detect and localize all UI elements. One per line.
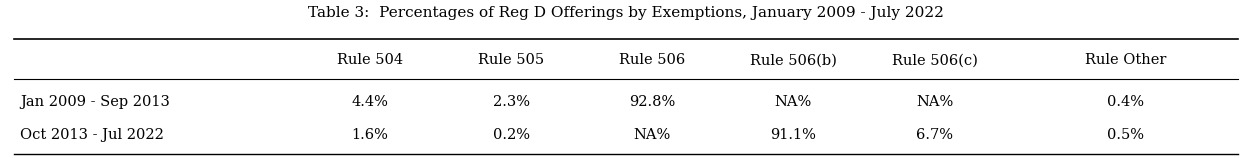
Text: 6.7%: 6.7% bbox=[916, 128, 953, 142]
Text: Rule 506(b): Rule 506(b) bbox=[750, 53, 836, 67]
Text: 91.1%: 91.1% bbox=[770, 128, 816, 142]
Text: NA%: NA% bbox=[634, 128, 671, 142]
Text: 0.5%: 0.5% bbox=[1107, 128, 1144, 142]
Text: Jan 2009 - Sep 2013: Jan 2009 - Sep 2013 bbox=[20, 95, 170, 109]
Text: 0.4%: 0.4% bbox=[1107, 95, 1144, 109]
Text: 4.4%: 4.4% bbox=[352, 95, 388, 109]
Text: Oct 2013 - Jul 2022: Oct 2013 - Jul 2022 bbox=[20, 128, 164, 142]
Text: NA%: NA% bbox=[916, 95, 953, 109]
Text: 0.2%: 0.2% bbox=[492, 128, 530, 142]
Text: Table 3:  Percentages of Reg D Offerings by Exemptions, January 2009 - July 2022: Table 3: Percentages of Reg D Offerings … bbox=[308, 6, 944, 20]
Text: Rule 506: Rule 506 bbox=[618, 53, 685, 67]
Text: Rule 505: Rule 505 bbox=[478, 53, 545, 67]
Text: 92.8%: 92.8% bbox=[629, 95, 675, 109]
Text: NA%: NA% bbox=[775, 95, 813, 109]
Text: 1.6%: 1.6% bbox=[352, 128, 388, 142]
Text: Rule Other: Rule Other bbox=[1085, 53, 1167, 67]
Text: 2.3%: 2.3% bbox=[492, 95, 530, 109]
Text: Rule 506(c): Rule 506(c) bbox=[891, 53, 978, 67]
Text: Rule 504: Rule 504 bbox=[337, 53, 403, 67]
